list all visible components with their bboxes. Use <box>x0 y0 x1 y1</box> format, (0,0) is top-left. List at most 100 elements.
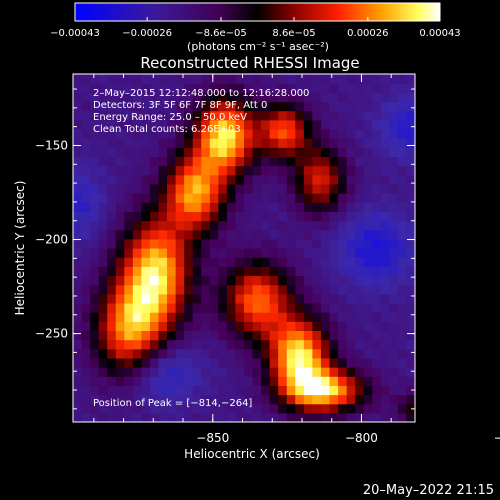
heatmap-cell <box>380 403 390 414</box>
heatmap-cell <box>184 266 194 277</box>
heatmap-cell <box>389 147 399 158</box>
heatmap-cell <box>175 183 185 194</box>
heatmap-cell <box>252 83 262 93</box>
heatmap-cell <box>389 293 399 304</box>
heatmap-cell <box>90 138 100 148</box>
heatmap-cell <box>124 220 134 231</box>
heatmap-cell <box>90 367 100 377</box>
heatmap-cell <box>338 165 348 176</box>
heatmap-cell <box>175 202 185 212</box>
heatmap-cell <box>372 339 382 350</box>
heatmap-cell <box>363 394 373 405</box>
heatmap-cell <box>235 174 245 185</box>
heatmap-cell <box>355 266 365 277</box>
heatmap-cell <box>218 156 228 167</box>
heatmap-cell <box>115 367 125 377</box>
heatmap-cell <box>209 193 219 203</box>
heatmap-cell <box>406 110 415 121</box>
heatmap-cell <box>380 211 390 222</box>
heatmap-cell <box>90 193 100 203</box>
heatmap-cell <box>295 412 305 422</box>
heatmap-cell <box>201 128 211 139</box>
heatmap-cell <box>167 238 177 249</box>
heatmap-cell <box>149 229 160 240</box>
heatmap-cell <box>355 220 365 231</box>
heatmap-cell <box>184 220 194 231</box>
heatmap-cell <box>363 385 373 396</box>
heatmap-cell <box>278 275 288 286</box>
heatmap-cell <box>286 412 296 422</box>
heatmap-cell <box>209 330 219 341</box>
heatmap-cell <box>406 312 415 322</box>
heatmap-cell <box>209 385 219 396</box>
heatmap-cell <box>295 339 305 350</box>
heatmap-cell <box>380 330 390 341</box>
heatmap-cell <box>363 110 373 121</box>
heatmap-cell <box>363 165 373 176</box>
heatmap-cell <box>115 312 125 322</box>
heatmap-cell <box>389 312 399 322</box>
heatmap-cell <box>149 147 160 158</box>
heatmap-cell <box>201 403 211 414</box>
heatmap-cell <box>406 147 415 158</box>
heatmap-cell <box>278 138 288 148</box>
heatmap-cell <box>201 193 211 203</box>
heatmap-cell <box>380 339 390 350</box>
heatmap-cell <box>320 238 331 249</box>
heatmap-cell <box>235 183 245 194</box>
heatmap-cell <box>363 92 373 103</box>
heatmap-cell <box>320 165 331 176</box>
heatmap-cell <box>261 394 271 405</box>
heatmap-cell <box>252 101 262 112</box>
heatmap-cell <box>235 348 245 359</box>
heatmap-cell <box>355 312 365 322</box>
heatmap-cell <box>338 211 348 222</box>
heatmap-cell <box>201 92 211 103</box>
heatmap-cell <box>115 394 125 405</box>
heatmap-cell <box>397 193 408 203</box>
heatmap-cell <box>329 83 339 93</box>
heatmap-cell <box>90 128 100 139</box>
heatmap-cell <box>320 412 331 422</box>
heatmap-cell <box>363 266 373 277</box>
heatmap-cell <box>149 321 160 332</box>
heatmap-cell <box>346 83 356 93</box>
heatmap-cell <box>158 284 168 295</box>
heatmap-cell <box>184 403 194 414</box>
heatmap-cell <box>158 193 168 203</box>
heatmap-cell <box>81 156 91 167</box>
heatmap-cell <box>184 211 194 222</box>
heatmap-cell <box>286 293 296 304</box>
heatmap-cell <box>261 321 271 332</box>
heatmap-cell <box>269 110 279 121</box>
heatmap-cell <box>158 147 168 158</box>
heatmap-cell <box>201 357 211 368</box>
heatmap-cell <box>201 293 211 304</box>
heatmap-cell <box>261 367 271 377</box>
heatmap-cell <box>406 302 415 313</box>
heatmap-cell <box>380 412 390 422</box>
heatmap-cell <box>167 156 177 167</box>
heatmap-cell <box>132 202 142 212</box>
heatmap-cell <box>218 138 228 148</box>
heatmap-cell <box>107 367 117 377</box>
heatmap-cell <box>397 165 408 176</box>
heatmap-cell <box>397 183 408 194</box>
heatmap-cell <box>329 138 339 148</box>
heatmap-cell <box>312 293 322 304</box>
heatmap-cell <box>252 367 262 377</box>
heatmap-cell <box>81 101 91 112</box>
heatmap-cell <box>141 83 151 93</box>
heatmap-cell <box>167 357 177 368</box>
heatmap-cell <box>81 174 91 185</box>
heatmap-cell <box>107 302 117 313</box>
heatmap-cell <box>244 128 254 139</box>
heatmap-cell <box>158 119 168 130</box>
heatmap-cell <box>201 312 211 322</box>
heatmap-cell <box>286 321 296 332</box>
heatmap-cell <box>192 220 202 231</box>
heatmap-cell <box>90 119 100 130</box>
heatmap-cell <box>278 110 288 121</box>
heatmap-cell <box>338 257 348 267</box>
heatmap-cell <box>312 339 322 350</box>
